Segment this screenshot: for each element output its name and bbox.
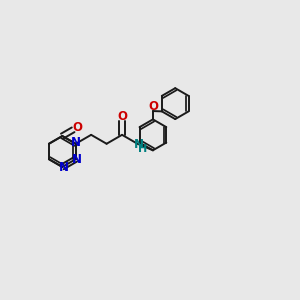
Text: N: N: [134, 138, 144, 151]
Text: O: O: [117, 110, 127, 123]
Text: O: O: [148, 100, 158, 113]
Text: O: O: [73, 121, 82, 134]
Text: N: N: [58, 161, 68, 174]
Text: N: N: [71, 136, 81, 149]
Text: N: N: [72, 153, 82, 166]
Text: H: H: [138, 144, 148, 154]
